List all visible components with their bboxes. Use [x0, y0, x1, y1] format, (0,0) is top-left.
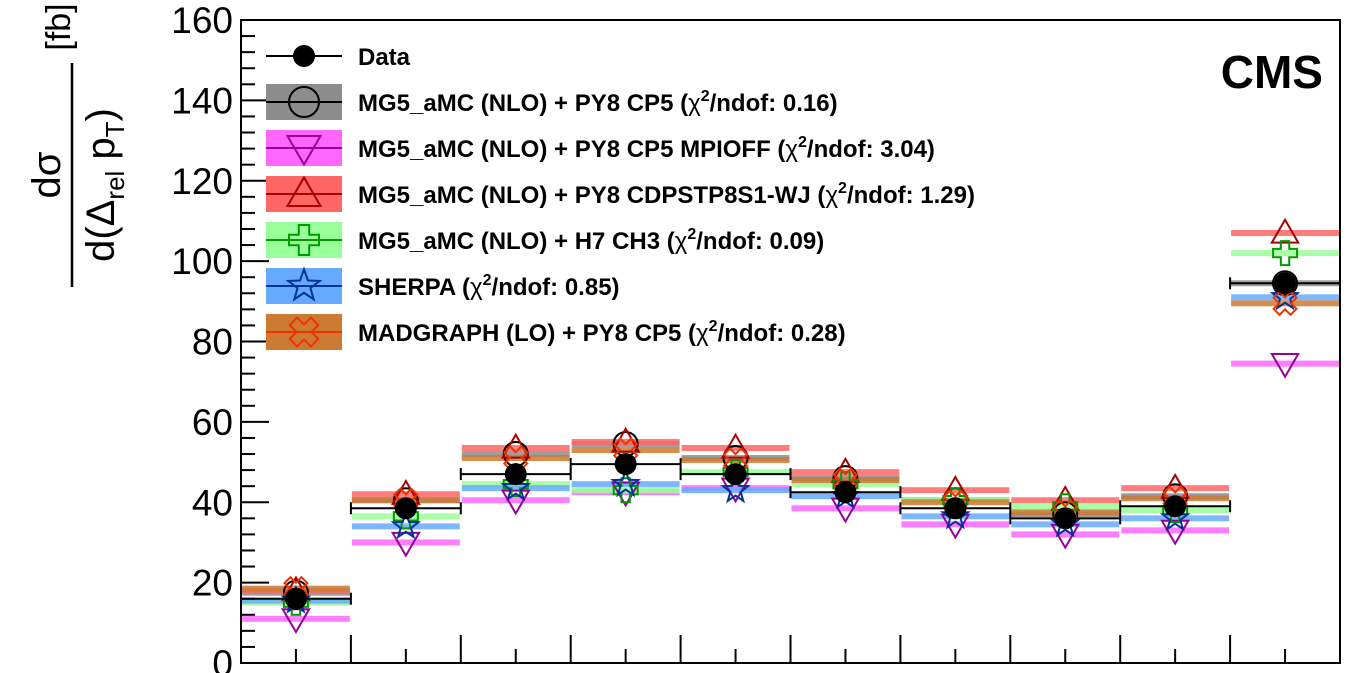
y-tick-label: 60 [192, 402, 233, 443]
band-mg5_cp5 [461, 451, 570, 458]
marker-sherpa [390, 510, 422, 540]
y-tick-label: 0 [212, 643, 233, 673]
y-label-unit: [fb] [40, 3, 78, 50]
band-sherpa [461, 485, 570, 492]
marker-cdpstp [720, 432, 751, 459]
y-tick-label: 40 [192, 482, 233, 523]
legend-marker-sherpa [285, 266, 323, 302]
y-tick-label: 80 [192, 322, 233, 363]
marker-sherpa [1269, 281, 1301, 311]
marker-sherpa [720, 474, 751, 504]
legend-marker-cdpstp [285, 175, 323, 207]
y-tick-label: 160 [171, 0, 233, 41]
marker-mpioff [1270, 353, 1300, 379]
band-mpioff [351, 539, 460, 546]
band-cdpstp [901, 487, 1010, 494]
band-madgraph_lo [571, 447, 680, 454]
y-tick-label: 100 [171, 241, 233, 282]
data-point [724, 463, 747, 486]
legend: Data MG5_aMC (NLO) + PY8 CP5 (χ2/ndof: 0.… [266, 44, 975, 350]
x-axis [240, 635, 1341, 663]
y-tick-label: 120 [171, 161, 233, 202]
marker-sherpa [610, 468, 642, 498]
band-sherpa [1121, 515, 1230, 522]
legend-entry-madgraph_lo: MADGRAPH (LO) + PY8 CP5 (χ2/ndof: 0.28) [358, 318, 846, 347]
data-point [1164, 495, 1187, 518]
y-tick-label: 140 [171, 80, 233, 121]
band-mpioff [461, 497, 570, 504]
data-point [284, 587, 307, 610]
legend-entry-mg5_cp5: MG5_aMC (NLO) + PY8 CP5 (χ2/ndof: 0.16) [358, 88, 838, 117]
legend-marker-mg5_cp5 [288, 86, 320, 118]
y-label-numerator: dσ [25, 151, 69, 198]
band-cdpstp [681, 444, 790, 451]
legend-entry-h7: MG5_aMC (NLO) + H7 CH3 (χ2/ndof: 0.09) [358, 226, 824, 255]
marker-mpioff [1160, 519, 1191, 546]
data-point [504, 463, 527, 486]
data-point [834, 481, 857, 504]
y-label-denominator: d(Δrel pT) [79, 108, 130, 262]
band-cdpstp [1121, 485, 1230, 492]
data-point [614, 453, 637, 476]
band-cdpstp [461, 444, 570, 451]
experiment-label: CMS [1221, 46, 1323, 98]
marker-h7 [1272, 240, 1299, 267]
legend-entry-sherpa: SHERPA (χ2/ndof: 0.85) [358, 272, 620, 301]
band-mpioff [1231, 360, 1339, 367]
marker-mpioff [500, 489, 531, 516]
legend-marker-data [293, 45, 315, 67]
legend-entry-cdpstp: MG5_aMC (NLO) + PY8 CDPSTP8S1-WJ (χ2/ndo… [358, 180, 975, 209]
band-cdpstp [1011, 497, 1120, 504]
legend-entry-data: Data [358, 44, 411, 71]
y-axis: 0 20 40 60 80 100 120 140 160 [171, 0, 269, 673]
marker-sherpa [1159, 502, 1191, 532]
band-mpioff [242, 615, 350, 622]
data-point [1054, 507, 1077, 530]
band-cdpstp [1231, 229, 1339, 236]
marker-sherpa [500, 472, 532, 502]
legend-marker-h7 [288, 224, 320, 256]
band-sherpa [681, 487, 790, 494]
band-mpioff [1121, 527, 1230, 534]
legend-marker-mpioff [285, 135, 323, 167]
legend-entry-mpioff: MG5_aMC (NLO) + PY8 CP5 MPIOFF (χ2/ndof:… [358, 134, 935, 163]
data-point [944, 497, 967, 520]
band-h7 [1231, 250, 1339, 257]
data-point [1274, 272, 1297, 295]
band-sherpa [571, 481, 680, 488]
band-mpioff [901, 521, 1010, 528]
band-mpioff [1011, 531, 1120, 538]
y-tick-label: 20 [192, 563, 233, 604]
data-points [240, 272, 1341, 610]
legend-marker-madgraph_lo [288, 316, 320, 348]
band-sherpa [351, 523, 460, 530]
band-cdpstp [571, 438, 680, 445]
y-axis-label: dσ d(Δrel pT) [fb] [25, 3, 130, 287]
band-mpioff [791, 505, 900, 512]
marker-cdpstp [1270, 217, 1300, 244]
marker-cdpstp [500, 432, 531, 459]
data-point [394, 497, 417, 520]
